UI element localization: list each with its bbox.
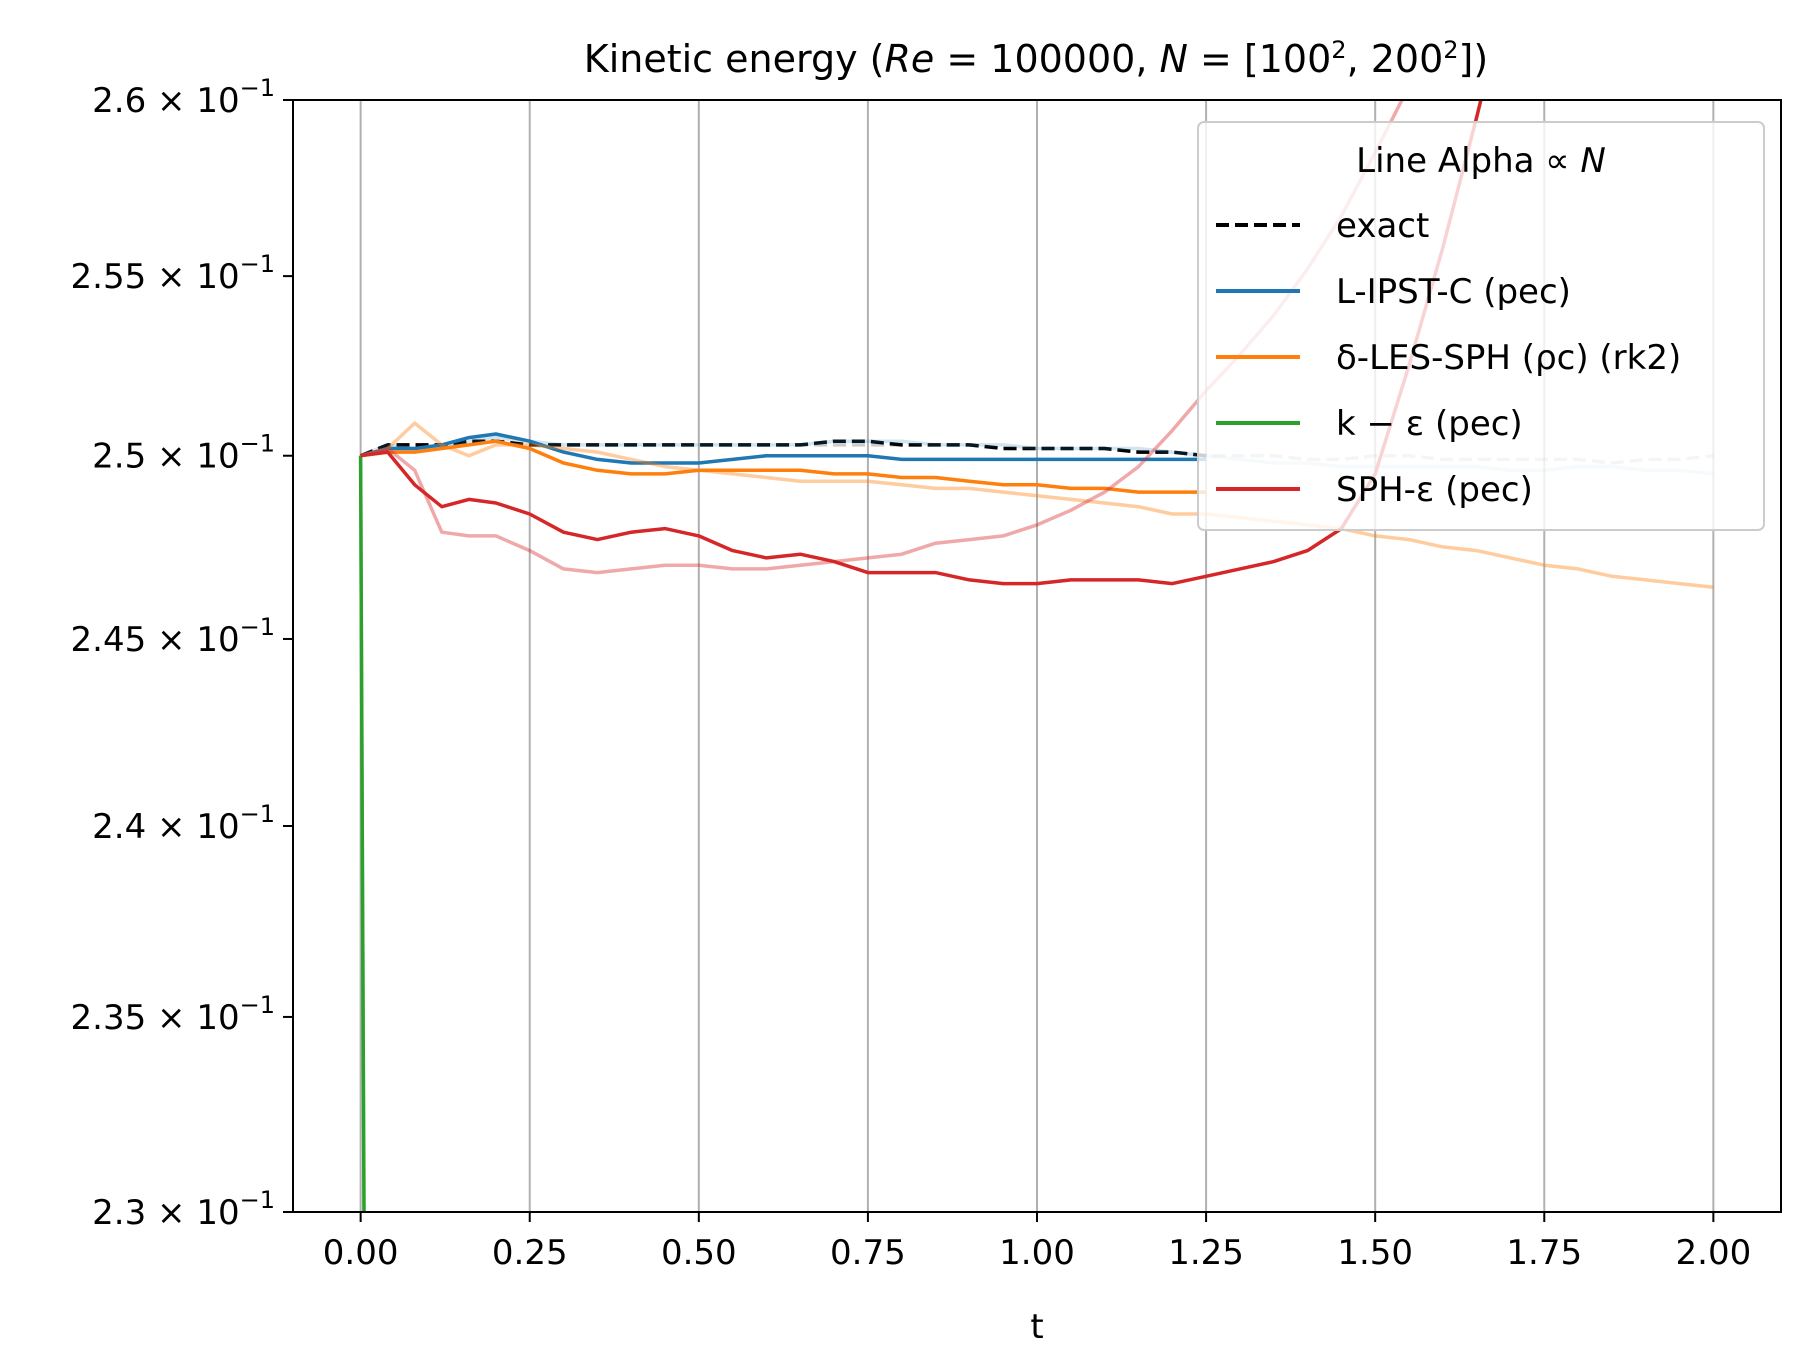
x-tick-label-2: 0.50 xyxy=(661,1233,737,1273)
x-tick-label-8: 2.00 xyxy=(1676,1233,1752,1273)
series-line-9 xyxy=(360,100,1483,586)
x-tick-label-1: 0.25 xyxy=(492,1233,568,1273)
y-tick-label-0: 2.3 × 10−1 xyxy=(92,1186,275,1233)
x-tick-label-6: 1.50 xyxy=(1337,1233,1413,1273)
series-line-3 xyxy=(360,432,1207,465)
y-axis-ticks: 2.3 × 10−1 2.35 × 10−1 2.4 × 10−1 2.45 × 10… xyxy=(71,74,293,1233)
series-line-5 xyxy=(360,439,1207,494)
legend-label-2: δ-LES-SPH (ρc) (rk2) xyxy=(1336,338,1681,378)
x-tick-label-4: 1.00 xyxy=(999,1233,1075,1273)
x-tick-label-5: 1.25 xyxy=(1168,1233,1244,1273)
legend-label-0: exact xyxy=(1336,206,1429,246)
x-tick-label-7: 1.75 xyxy=(1506,1233,1582,1273)
y-tick-label-3: 2.45 × 10−1 xyxy=(71,613,275,660)
y-tick-label-5: 2.55 × 10−1 xyxy=(71,250,275,297)
legend-label-3: k − ε (pec) xyxy=(1336,404,1523,444)
x-tick-label-3: 0.75 xyxy=(830,1233,906,1273)
x-axis-label: t xyxy=(1030,1307,1043,1347)
y-tick-label-4: 2.5 × 10−1 xyxy=(92,430,275,477)
x-tick-label-0: 0.00 xyxy=(323,1233,399,1273)
series-line-7 xyxy=(358,455,366,1212)
legend: Line Alpha ∝ N exact L-IPST-C (pec) δ-LES-… xyxy=(1197,121,1765,531)
chart-title: Kinetic energy (Re = 100000, N = [1002, … xyxy=(584,36,1488,81)
y-tick-label-1: 2.35 × 10−1 xyxy=(71,991,275,1038)
series-line-4 xyxy=(360,421,1714,590)
legend-title: Line Alpha ∝ N xyxy=(1356,141,1606,181)
x-axis-ticks: 0.00 0.25 0.50 0.75 1.00 1.25 1.50 1.75 2.00 xyxy=(323,1212,1751,1273)
y-tick-label-2: 2.4 × 10−1 xyxy=(92,800,275,847)
series-line-1 xyxy=(359,439,1207,458)
legend-label-1: L-IPST-C (pec) xyxy=(1336,272,1571,312)
legend-box xyxy=(1197,121,1765,531)
legend-label-4: SPH-ε (pec) xyxy=(1336,470,1533,510)
y-tick-label-6: 2.6 × 10−1 xyxy=(92,74,275,121)
